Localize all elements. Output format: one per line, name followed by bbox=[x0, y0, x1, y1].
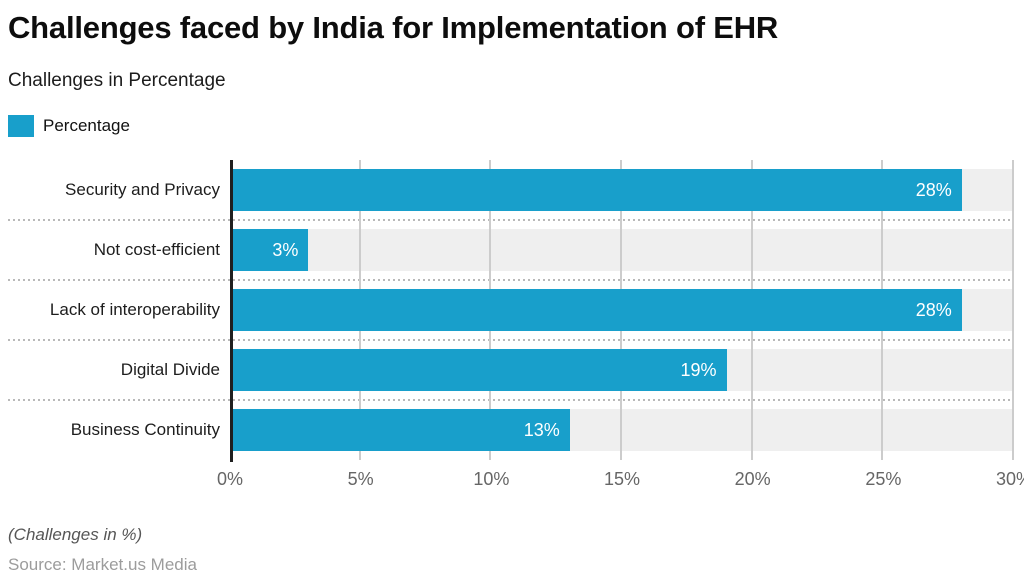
bar[interactable]: 13% bbox=[230, 409, 570, 451]
x-tick-label: 5% bbox=[347, 469, 374, 489]
bar-track: 3% bbox=[230, 229, 1014, 271]
chart-subtitle: Challenges in Percentage bbox=[8, 70, 226, 91]
bar-track: 13% bbox=[230, 409, 1014, 451]
x-tick-label: 0% bbox=[216, 469, 244, 489]
legend-swatch-icon bbox=[8, 115, 34, 137]
x-axis: 0% 5% 10% 15% 20% 25% 30% bbox=[217, 460, 1024, 494]
bar-value-label: 28% bbox=[915, 179, 952, 200]
bar-chart: Security and Privacy 28% Not cost-efficien… bbox=[8, 160, 1024, 494]
x-tick-label: 15% bbox=[603, 469, 641, 489]
legend-label: Percentage bbox=[43, 116, 130, 135]
category-label: Lack of interoperability bbox=[49, 300, 220, 319]
bar-track: 28% bbox=[230, 289, 1014, 331]
chart-note: (Challenges in %) bbox=[8, 525, 143, 544]
bar-track: 19% bbox=[230, 349, 1014, 391]
x-tick-label: 10% bbox=[473, 469, 510, 489]
bar-value-label: 28% bbox=[915, 299, 952, 320]
bar[interactable]: 28% bbox=[230, 169, 962, 211]
category-label: Business Continuity bbox=[70, 420, 220, 439]
bar-track: 28% bbox=[230, 169, 1014, 211]
bar[interactable]: 3% bbox=[230, 229, 309, 271]
category-label: Digital Divide bbox=[120, 360, 220, 379]
bar-rows: Security and Privacy 28% Not cost-efficien… bbox=[8, 160, 1014, 460]
bar-value-label: 3% bbox=[272, 239, 299, 260]
bar-row: Not cost-efficient 3% bbox=[8, 220, 1014, 280]
bar-row: Lack of interoperability 28% bbox=[8, 280, 1014, 340]
x-tick-label: 30% bbox=[995, 469, 1024, 489]
bar[interactable]: 28% bbox=[230, 289, 962, 331]
legend[interactable]: Percentage bbox=[8, 115, 1014, 137]
bar-row: Security and Privacy 28% bbox=[8, 160, 1014, 220]
x-tick-label: 25% bbox=[865, 469, 902, 489]
bar-value-label: 13% bbox=[523, 419, 560, 440]
chart-title: Challenges faced by India for Implementa… bbox=[8, 10, 779, 45]
bar-row: Digital Divide 19% bbox=[8, 340, 1014, 400]
bar-row: Business Continuity 13% bbox=[8, 400, 1014, 460]
category-label: Not cost-efficient bbox=[93, 240, 220, 259]
x-tick-label: 20% bbox=[734, 469, 771, 489]
chart-source: Source: Market.us Media bbox=[8, 555, 197, 574]
bar-value-label: 19% bbox=[680, 359, 717, 380]
bar[interactable]: 19% bbox=[230, 349, 727, 391]
category-label: Security and Privacy bbox=[65, 180, 220, 199]
